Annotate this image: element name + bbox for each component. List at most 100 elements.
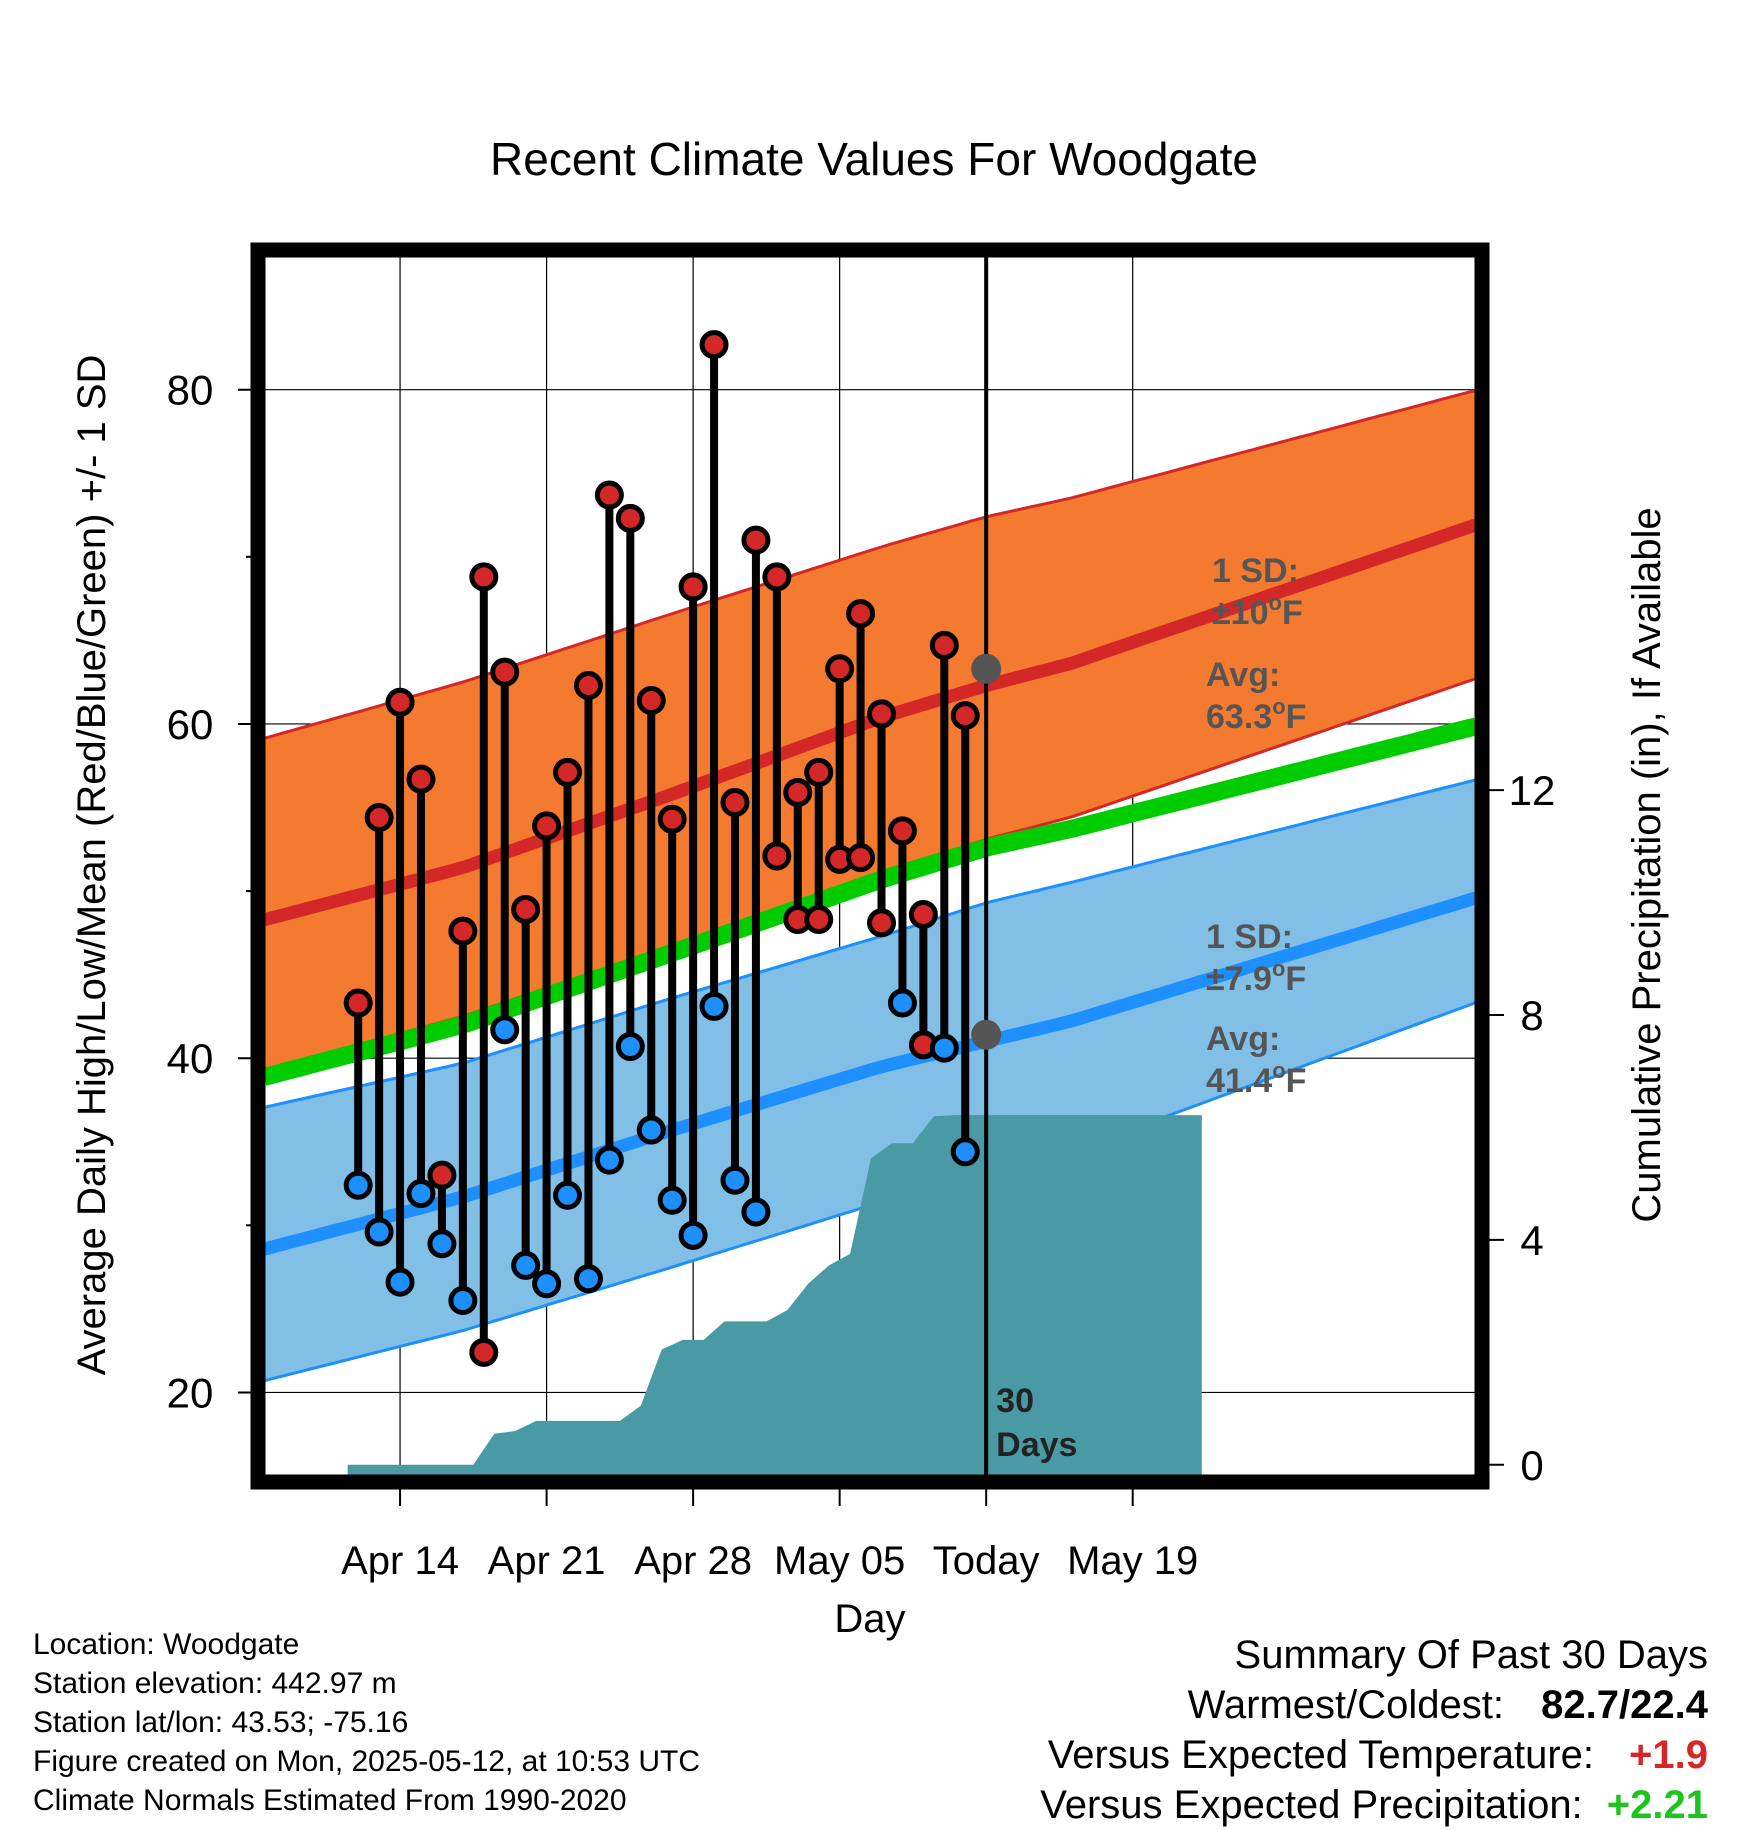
daily-high-point [511,894,541,924]
daily-low-point [867,908,897,938]
x-tick-label: Apr 14 [341,1539,459,1583]
warmest-coldest-label: Warmest/Coldest: [1187,1683,1504,1727]
normals-text: Climate Normals Estimated From 1990-2020 [33,1784,627,1817]
daily-high-point [657,804,687,834]
latlon-text: Station lat/lon: 43.53; -75.16 [33,1706,409,1739]
summary-panel: Summary Of Past 30 Days Warmest/Coldest:… [1040,1630,1708,1830]
daily-high-point [427,1160,457,1190]
x-tick-label: Today [933,1539,1040,1583]
daily-high-point [762,562,792,592]
daily-high-point [490,657,520,687]
high-sd-annotation: ±10oF [1212,590,1303,632]
daily-high-point [553,757,583,787]
daily-low-point [490,1015,520,1045]
daily-low-point [553,1180,583,1210]
daily-low-point [720,1165,750,1195]
daily-high-point [364,803,394,833]
daily-high-point [720,787,750,817]
daily-high-point [532,811,562,841]
daily-low-point [699,991,729,1021]
y-tick-label: 40 [167,1035,214,1082]
precip-anomaly-row: Versus Expected Precipitation: +2.21 [1040,1780,1708,1830]
high-avg-marker [971,653,1002,684]
daily-high-point [887,816,917,846]
daily-high-point [636,686,666,716]
daily-high-point [573,671,603,701]
temp-anomaly-row: Versus Expected Temperature: +1.9 [1040,1730,1708,1780]
x-axis-title: Day [834,1597,905,1641]
daily-low-point [657,1185,687,1215]
warmest-coldest-row: Warmest/Coldest: 82.7/22.4 [1040,1680,1708,1730]
low-sd-annotation: ±7.9oF [1206,956,1306,998]
low-avg-marker [971,1019,1002,1050]
high-avg-annotation: 63.3oF [1206,694,1306,736]
high-sd-annotation: 1 SD: [1212,552,1299,590]
summary-heading: Summary Of Past 30 Days [1234,1633,1708,1677]
daily-high-point [385,687,415,717]
daily-low-point [950,1137,980,1167]
created-text: Figure created on Mon, 2025-05-12, at 10… [33,1745,701,1778]
high-sd-top-line [264,388,1476,740]
y-axis-title: Average Daily High/Low/Mean (Red/Blue/Gr… [70,355,114,1376]
y2-tick-label: 4 [1520,1217,1543,1264]
y2-axis-title: Cumulative Precipitation (in), If Availa… [1625,507,1669,1222]
daily-low-point [887,988,917,1018]
temp-anomaly-value: +1.9 [1629,1733,1708,1777]
daily-high-point [783,777,813,807]
x-tick-label: Apr 21 [488,1539,606,1583]
y-tick-label: 60 [167,701,214,748]
precip-area [347,1115,1202,1476]
daily-low-point [741,1197,771,1227]
temp-anomaly-label: Versus Expected Temperature: [1047,1733,1594,1777]
daily-high-point [615,503,645,533]
daily-high-point [908,899,938,929]
daily-high-point [678,572,708,602]
x-tick-label: May 19 [1067,1539,1198,1583]
daily-high-point [929,630,959,660]
low-sd-band [264,779,1476,1381]
daily-low-point [511,1250,541,1280]
precip-anomaly-label: Versus Expected Precipitation: [1040,1783,1583,1827]
daily-high-point [804,757,834,787]
daily-low-point [532,1269,562,1299]
high-avg-annotation: Avg: [1206,656,1280,694]
daily-high-point [825,654,855,684]
daily-low-point [406,1179,436,1209]
daily-high-point [699,330,729,360]
daily-high-point [867,699,897,729]
elevation-text: Station elevation: 442.97 m [33,1667,397,1700]
daily-high-point [741,525,771,555]
daily-low-point [448,1286,478,1316]
daily-low-point [615,1031,645,1061]
daily-low-point [385,1267,415,1297]
warmest-coldest-value: 82.7/22.4 [1541,1683,1708,1727]
today-days-number: 30 [996,1382,1034,1420]
y2-tick-label: 12 [1509,767,1556,814]
station-info: Location: Woodgate Station elevation: 44… [33,1625,700,1820]
chart-title: Recent Climate Values For Woodgate [490,133,1258,185]
daily-high-point [846,599,876,629]
daily-high-point [950,701,980,731]
daily-high-point [448,916,478,946]
daily-high-point [469,562,499,592]
low-sd-annotation: 1 SD: [1206,918,1293,956]
daily-high-point [594,480,624,510]
daily-low-point [469,1337,499,1367]
x-tick-label: Apr 28 [634,1539,752,1583]
daily-low-point [573,1264,603,1294]
x-tick-label: May 05 [774,1539,905,1583]
daily-low-point [929,1033,959,1063]
daily-low-point [427,1229,457,1259]
daily-low-point [846,843,876,873]
daily-low-point [678,1220,708,1250]
y2-tick-label: 8 [1520,992,1543,1039]
daily-high-point [343,988,373,1018]
daily-low-point [804,904,834,934]
precip-anomaly-value: +2.21 [1606,1783,1708,1827]
location-text: Location: Woodgate [33,1628,300,1661]
plot-frame [250,242,1490,1490]
low-avg-annotation: 41.4oF [1206,1058,1306,1100]
daily-low-point [343,1170,373,1200]
daily-low-point [364,1217,394,1247]
